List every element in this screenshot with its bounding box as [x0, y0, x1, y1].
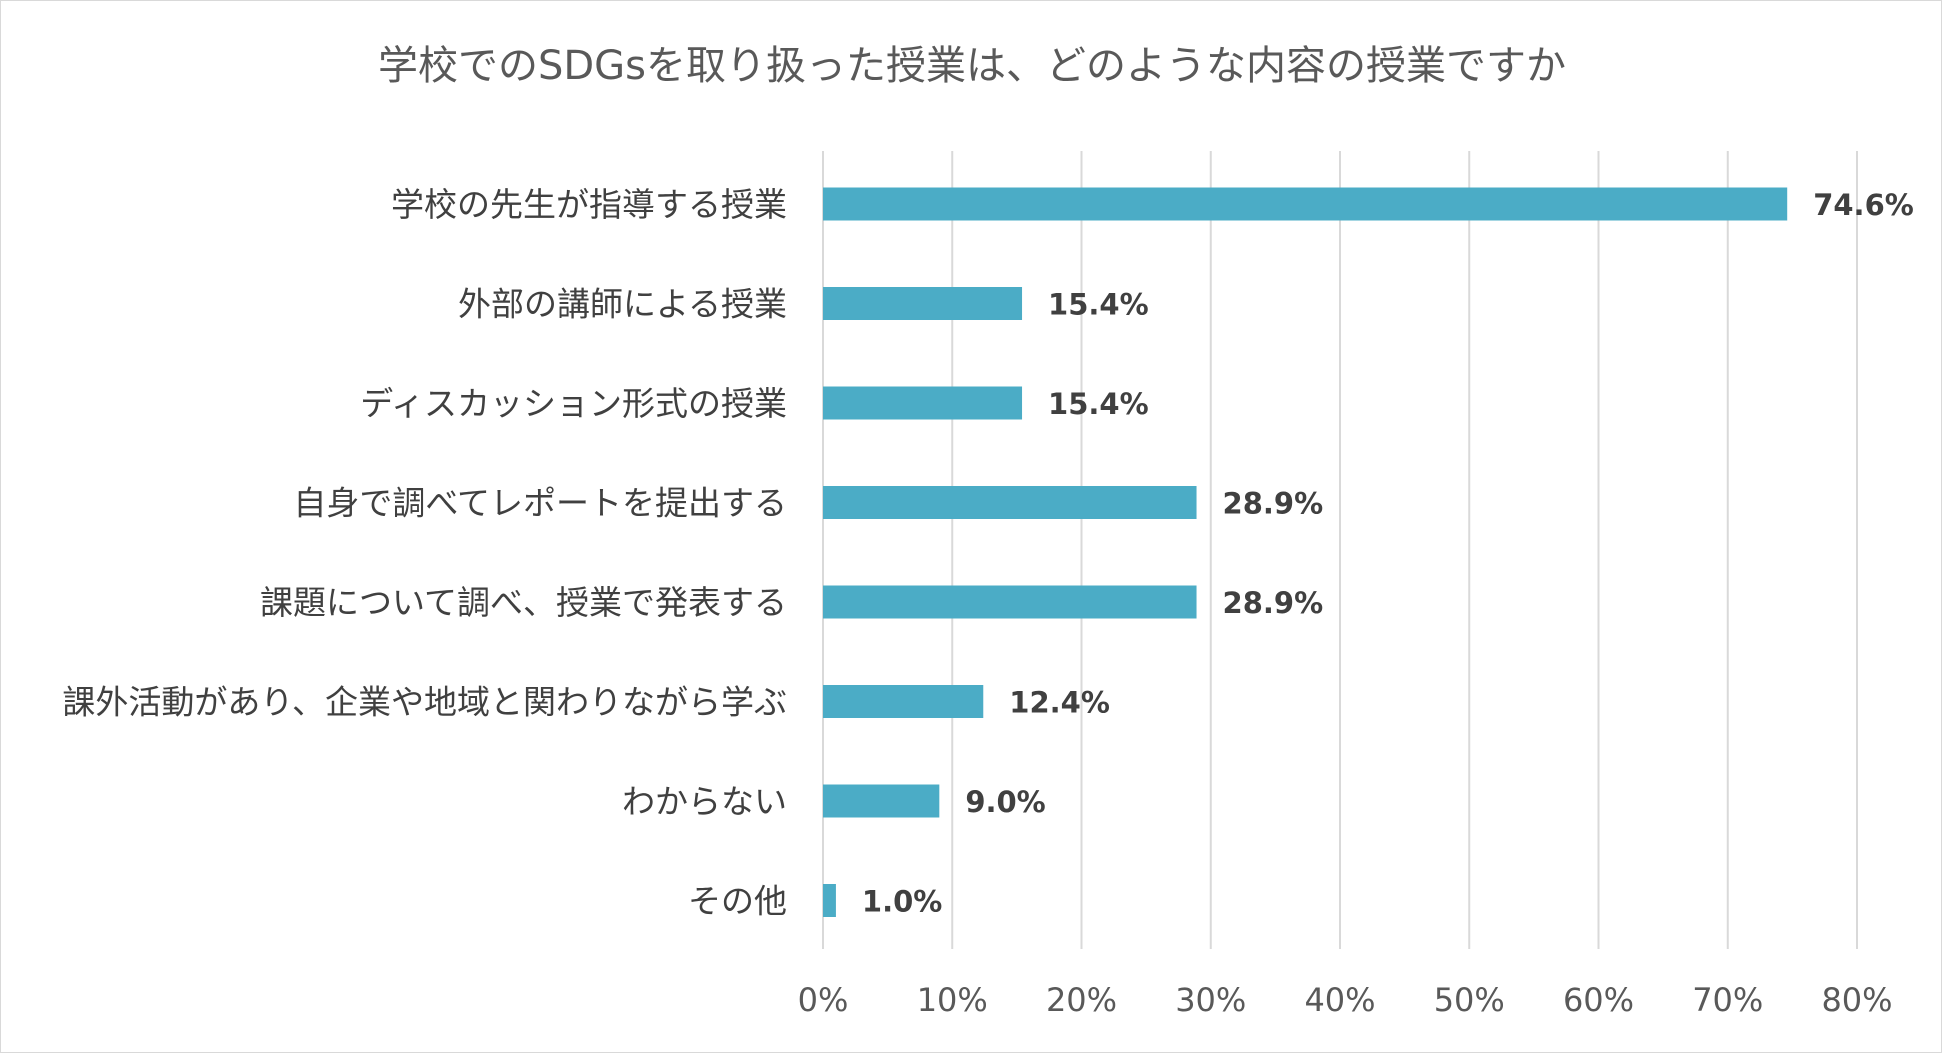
bars — [823, 187, 1788, 917]
data-label: 12.4% — [1009, 686, 1110, 720]
data-label: 15.4% — [1048, 387, 1149, 421]
bar — [823, 287, 1023, 320]
data-label: 28.9% — [1223, 487, 1324, 521]
bar — [823, 486, 1197, 519]
data-labels: 74.6% 15.4% 15.4% 28.9% 28.9% 12.4% 9.0% 1.0% — [862, 188, 1914, 919]
x-tick-labels: 0% 10% 20% 30% 40% 50% 60% 70% 80% — [798, 981, 1893, 1019]
data-label: 1.0% — [862, 885, 942, 919]
x-tick-label: 80% — [1821, 981, 1892, 1019]
category-labels: 学校の先生が指導する授業外部の講師による授業ディスカッション形式の授業自身で調べ… — [62, 185, 787, 921]
bar — [823, 685, 984, 718]
gridlines — [822, 151, 1858, 949]
data-label: 74.6% — [1813, 188, 1914, 222]
x-tick-label: 20% — [1046, 981, 1117, 1019]
bar — [823, 784, 940, 818]
x-tick-label: 0% — [798, 981, 849, 1019]
category-label: 課外活動があり、企業や地域と関わりながら学ぶ — [62, 683, 787, 722]
category-label: 外部の講師による授業 — [458, 285, 787, 324]
data-label: 28.9% — [1223, 586, 1324, 620]
data-label: 15.4% — [1048, 288, 1149, 322]
chart-title: 学校でのSDGsを取り扱った授業は、どのような内容の授業ですか — [378, 43, 1566, 89]
bar — [823, 386, 1023, 420]
category-label: その他 — [688, 882, 787, 921]
bar — [823, 187, 1788, 221]
x-tick-label: 10% — [917, 981, 988, 1019]
x-tick-label: 60% — [1563, 981, 1634, 1019]
bar — [823, 585, 1197, 619]
data-label: 9.0% — [965, 785, 1045, 819]
category-label: 学校の先生が指導する授業 — [391, 185, 787, 224]
category-label: わからない — [622, 782, 787, 821]
category-label: 自身で調べてレポートを提出する — [293, 484, 787, 523]
x-tick-label: 50% — [1434, 981, 1505, 1019]
x-tick-label: 70% — [1692, 981, 1763, 1019]
x-tick-label: 40% — [1304, 981, 1375, 1019]
bar — [823, 884, 836, 917]
category-label: 課題について調べ、授業で発表する — [260, 583, 787, 622]
x-tick-label: 30% — [1175, 981, 1246, 1019]
category-label: ディスカッション形式の授業 — [360, 384, 787, 423]
